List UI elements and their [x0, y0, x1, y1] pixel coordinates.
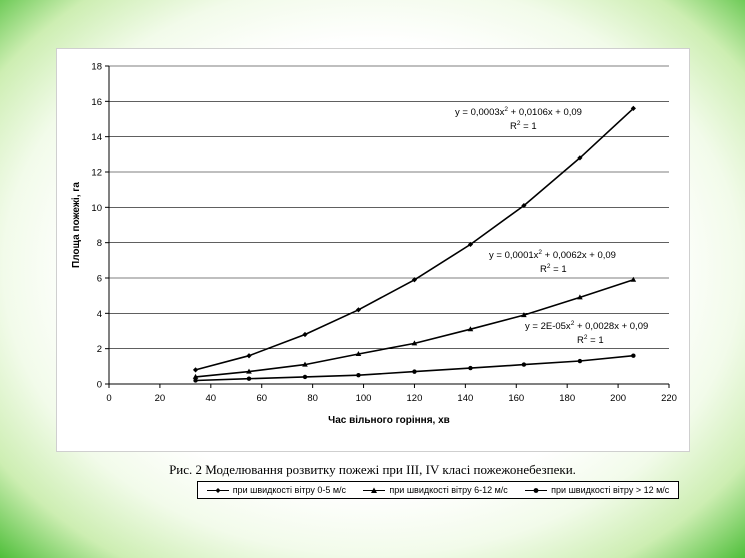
diamond-marker-icon	[206, 487, 229, 493]
y-tick-label: 16	[91, 97, 102, 108]
y-tick-label: 6	[97, 274, 102, 285]
data-point	[467, 326, 474, 332]
equation-series-1: y = 0,0003x2 + 0,0106x + 0,09	[455, 106, 582, 118]
r2-series-1: R2 = 1	[510, 120, 537, 132]
data-point	[192, 373, 199, 379]
data-point	[630, 276, 637, 282]
data-point	[302, 361, 308, 367]
data-point	[577, 358, 583, 364]
legend-item-series-1: при швидкості вітру 0-5 м/с	[206, 485, 347, 495]
x-tick-label: 100	[356, 393, 372, 404]
data-point	[193, 378, 198, 383]
x-axis-title: Час вільного горіння, хв	[328, 415, 450, 426]
data-point	[302, 374, 308, 380]
chart-frame: 0 2 4 6 8 10 12 14 16 18 0 20 40 60 80 100 120 140 160 180 2…	[56, 48, 690, 499]
x-tick-label: 120	[407, 393, 423, 404]
data-point	[246, 368, 252, 374]
r2-series-3: R2 = 1	[577, 334, 604, 346]
trendline-equations: y = 0,0003x2 + 0,0106x + 0,09 R2 = 1 y =…	[455, 106, 648, 346]
data-point	[521, 362, 527, 367]
data-point	[630, 105, 636, 111]
data-point	[355, 307, 362, 313]
legend-item-series-2: при швидкості вітру 6-12 м/с	[363, 485, 508, 495]
equation-series-2: y = 0,0001x2 + 0,0062x + 0,09	[489, 249, 616, 261]
data-point	[411, 340, 418, 346]
y-axis-title: Площа пожежі, га	[71, 182, 82, 268]
data-point	[521, 312, 527, 318]
x-tick-label: 60	[256, 393, 267, 404]
r2-series-2: R2 = 1	[540, 263, 567, 275]
data-point	[302, 331, 308, 338]
data-point	[246, 376, 252, 381]
y-tick-label: 0	[97, 380, 102, 391]
x-tick-label: 200	[610, 393, 626, 404]
figure-caption: Рис. 2 Моделювання розвитку пожежі при І…	[169, 462, 576, 477]
legend-label: при швидкості вітру > 12 м/с	[551, 485, 670, 495]
axes	[108, 66, 669, 385]
circle-marker-icon	[525, 487, 548, 493]
x-tick-label: 40	[206, 393, 217, 404]
data-point	[356, 372, 361, 378]
gridlines	[109, 65, 669, 349]
equation-series-3: y = 2E-05x2 + 0,0028x + 0,09	[525, 320, 648, 332]
legend-label: при швидкості вітру 0-5 м/с	[232, 485, 347, 495]
triangle-marker-icon	[363, 487, 386, 493]
x-tick-label: 180	[559, 393, 575, 404]
x-tick-label: 140	[457, 393, 473, 404]
data-point	[521, 202, 527, 209]
data-point	[577, 294, 583, 300]
series-line-3	[195, 354, 634, 382]
data-point	[467, 241, 474, 248]
x-tick-label: 20	[155, 393, 166, 404]
x-tick-label: 80	[307, 393, 318, 404]
data-point	[412, 369, 417, 374]
y-tick-label: 18	[91, 62, 102, 73]
data-point	[468, 365, 473, 371]
y-tick-label: 4	[97, 309, 102, 320]
data-point	[411, 277, 418, 283]
legend-label: при швидкості вітру 6-12 м/с	[389, 485, 508, 495]
data-point	[246, 353, 252, 359]
data-point	[192, 367, 199, 373]
legend-item-series-3: при швидкості вітру > 12 м/с	[525, 485, 669, 495]
x-tick-label: 160	[508, 393, 524, 404]
data-point	[577, 155, 583, 161]
series	[192, 105, 637, 383]
y-tick-label: 2	[97, 344, 102, 355]
legend: при швидкості вітру 0-5 м/с при швидкост…	[197, 481, 679, 499]
y-tick-label: 10	[91, 203, 102, 214]
y-tick-label: 12	[91, 168, 102, 179]
x-tick-label: 220	[661, 393, 677, 404]
y-tick-label: 8	[97, 238, 102, 249]
data-point	[355, 350, 362, 356]
y-tick-label: 14	[91, 132, 102, 143]
data-point	[631, 353, 636, 358]
x-tick-label: 0	[106, 393, 111, 404]
